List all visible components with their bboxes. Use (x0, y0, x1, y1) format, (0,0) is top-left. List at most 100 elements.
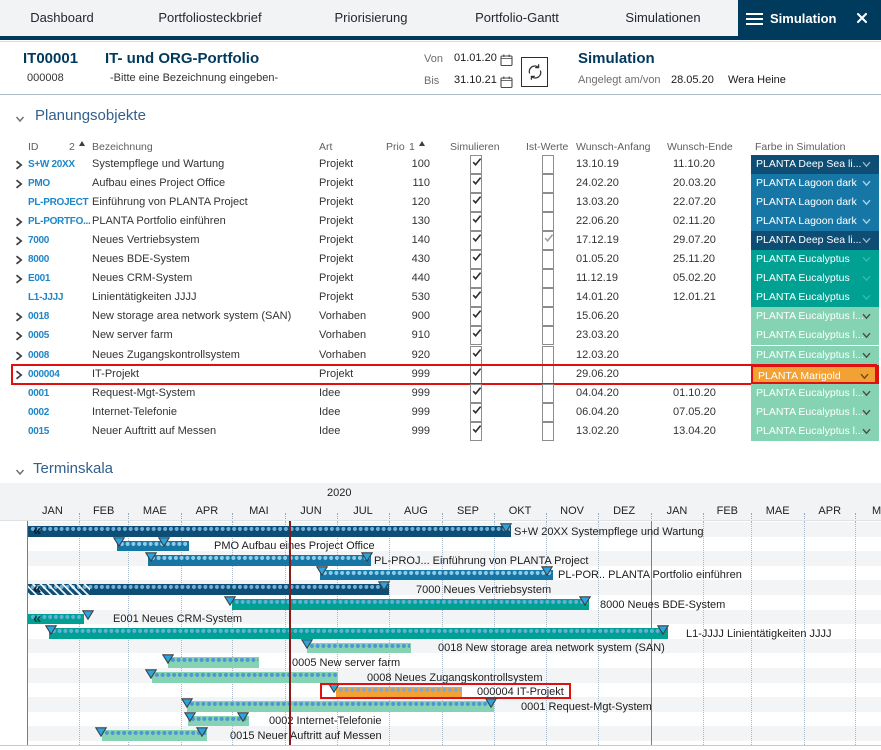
cell-id[interactable]: E001 (28, 273, 51, 285)
tab-portfolio-gantt[interactable]: Portfolio-Gantt (475, 10, 559, 25)
checkbox-ist-werte[interactable] (542, 307, 554, 327)
cell-id[interactable]: 0002 (28, 406, 50, 418)
checkbox-simulieren[interactable] (470, 174, 482, 194)
expand-row-icon[interactable] (15, 351, 23, 361)
checkbox-ist-werte[interactable] (542, 231, 554, 251)
color-dropdown[interactable]: PLANTA Eucalyptus (751, 269, 879, 289)
milestone-triangle-icon[interactable] (113, 537, 125, 548)
gantt-bar[interactable] (188, 715, 249, 727)
expand-row-icon[interactable] (15, 255, 23, 265)
checkbox-ist-werte[interactable] (542, 174, 554, 194)
refresh-period-button[interactable] (521, 57, 548, 87)
cell-id[interactable]: 0018 (28, 311, 50, 323)
milestone-triangle-icon[interactable] (301, 639, 313, 650)
checkbox-ist-werte[interactable] (542, 193, 554, 213)
checkbox-ist-werte[interactable] (542, 402, 554, 422)
cell-id[interactable]: 0005 (28, 330, 50, 342)
gantt-bar[interactable] (168, 657, 259, 668)
checkbox-simulieren[interactable] (470, 250, 482, 270)
color-dropdown[interactable]: PLANTA Eucalyptus l... (751, 402, 879, 422)
color-dropdown[interactable]: PLANTA Lagoon dark (751, 212, 879, 232)
checkbox-simulieren[interactable] (470, 155, 482, 174)
expand-row-icon[interactable] (15, 236, 23, 246)
checkbox-ist-werte[interactable] (542, 288, 554, 308)
portfolio-subtitle[interactable]: -Bitte eine Bezeichnung eingeben- (110, 72, 279, 84)
gantt-bar[interactable] (102, 730, 207, 741)
checkbox-ist-werte[interactable] (542, 326, 554, 346)
cell-id[interactable]: 0015 (28, 425, 50, 437)
cell-id[interactable]: S+W 20XX (28, 159, 75, 170)
expand-row-icon[interactable] (15, 217, 23, 227)
checkbox-ist-werte[interactable] (542, 421, 554, 441)
terminskala-heading[interactable]: Terminskala (33, 460, 114, 477)
tab-portfoliosteckbrief[interactable]: Portfoliosteckbrief (158, 10, 262, 25)
milestone-triangle-icon[interactable] (579, 595, 591, 606)
milestone-triangle-icon[interactable] (158, 537, 170, 548)
column-header-wunsch-anfang[interactable]: Wunsch-Anfang (576, 141, 651, 153)
milestone-triangle-icon[interactable] (196, 727, 208, 737)
expand-row-icon[interactable] (15, 160, 23, 170)
gantt-bar[interactable] (232, 599, 589, 610)
milestone-triangle-icon[interactable] (500, 522, 512, 533)
color-dropdown[interactable]: PLANTA Lagoon dark (751, 193, 879, 213)
color-dropdown[interactable]: PLANTA Eucalyptus l... (751, 326, 879, 346)
checkbox-simulieren[interactable] (470, 212, 482, 232)
color-dropdown[interactable]: PLANTA Deep Sea li... (751, 231, 879, 251)
milestone-triangle-icon[interactable] (45, 624, 57, 635)
cell-id[interactable]: 7000 (28, 235, 50, 247)
cell-id[interactable]: PL-PROJECT (28, 197, 89, 209)
von-date-field[interactable]: 01.01.20 (454, 52, 497, 64)
calendar-icon-bis[interactable] (500, 75, 513, 89)
gantt-bar[interactable] (148, 555, 371, 566)
milestone-triangle-icon[interactable] (485, 697, 497, 708)
menu-icon[interactable] (746, 13, 763, 25)
gantt-bar[interactable] (117, 540, 189, 552)
checkbox-ist-werte[interactable] (542, 155, 554, 174)
column-header-prio[interactable]: Prio (386, 141, 405, 153)
cell-id[interactable]: L1-JJJJ (28, 292, 64, 304)
checkbox-ist-werte[interactable] (542, 269, 554, 289)
milestone-triangle-icon[interactable] (145, 551, 157, 562)
milestone-triangle-icon[interactable] (361, 551, 373, 562)
checkbox-simulieren[interactable] (470, 402, 482, 422)
checkbox-simulieren[interactable] (470, 421, 482, 441)
gantt-bar[interactable] (187, 701, 494, 712)
bis-date-field[interactable]: 31.10.21 (454, 74, 497, 86)
checkbox-simulieren[interactable] (470, 326, 482, 346)
column-header-wunsch-ende[interactable]: Wunsch-Ende (667, 141, 733, 153)
tab-simulation-active[interactable]: Simulation (738, 0, 881, 40)
milestone-triangle-icon[interactable] (316, 566, 328, 577)
tab-priorisierung[interactable]: Priorisierung (334, 10, 408, 25)
color-dropdown[interactable]: PLANTA Eucalyptus l... (751, 421, 879, 441)
milestone-triangle-icon[interactable] (181, 697, 193, 708)
column-header-art[interactable]: Art (319, 141, 333, 153)
column-header-id[interactable]: ID (28, 141, 39, 153)
gantt-bar[interactable] (152, 672, 338, 683)
checkbox-simulieren[interactable] (470, 269, 482, 289)
color-dropdown[interactable]: PLANTA Eucalyptus (751, 250, 879, 270)
tab-simulationen[interactable]: Simulationen (625, 10, 701, 25)
checkbox-simulieren[interactable] (470, 307, 482, 327)
column-header-simulieren[interactable]: Simulieren (450, 141, 500, 153)
expand-row-icon[interactable] (15, 274, 23, 284)
checkbox-simulieren[interactable] (470, 383, 482, 403)
gantt-bar[interactable] (320, 569, 553, 581)
checkbox-simulieren[interactable] (470, 288, 482, 308)
milestone-triangle-icon[interactable] (224, 595, 236, 606)
checkbox-ist-werte[interactable] (542, 250, 554, 270)
gantt-bar[interactable] (336, 686, 462, 698)
milestone-triangle-icon[interactable] (237, 712, 249, 723)
checkbox-simulieren[interactable] (470, 193, 482, 213)
milestone-triangle-icon[interactable] (184, 712, 196, 723)
color-dropdown[interactable]: PLANTA Eucalyptus (751, 288, 879, 308)
cell-id[interactable]: 0001 (28, 387, 50, 399)
column-header-ist-werte[interactable]: Ist-Werte (526, 141, 569, 153)
close-icon[interactable] (855, 11, 869, 25)
milestone-triangle-icon[interactable] (162, 654, 174, 664)
cell-id[interactable]: 0008 (28, 349, 50, 361)
milestone-triangle-icon[interactable] (95, 727, 107, 737)
gantt-bar[interactable]: « (28, 580, 389, 597)
checkbox-ist-werte[interactable] (542, 383, 554, 403)
milestone-triangle-icon[interactable] (145, 668, 157, 679)
cell-id[interactable]: 8000 (28, 254, 50, 266)
